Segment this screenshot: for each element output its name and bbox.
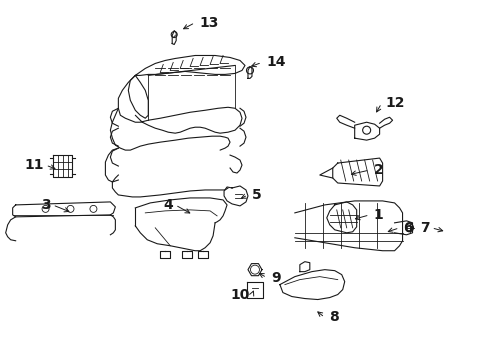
Text: 1: 1 xyxy=(373,208,383,222)
Text: 9: 9 xyxy=(270,271,280,285)
Text: 11: 11 xyxy=(24,158,43,172)
Text: 10: 10 xyxy=(230,288,249,302)
Text: 5: 5 xyxy=(251,188,261,202)
Text: 13: 13 xyxy=(199,15,218,30)
Text: 3: 3 xyxy=(41,198,50,212)
Text: 12: 12 xyxy=(385,96,404,110)
Text: 6: 6 xyxy=(403,221,412,235)
Text: 8: 8 xyxy=(328,310,338,324)
Text: 7: 7 xyxy=(419,221,428,235)
Text: 14: 14 xyxy=(265,55,285,69)
Text: 2: 2 xyxy=(373,163,383,177)
Text: 4: 4 xyxy=(163,198,173,212)
